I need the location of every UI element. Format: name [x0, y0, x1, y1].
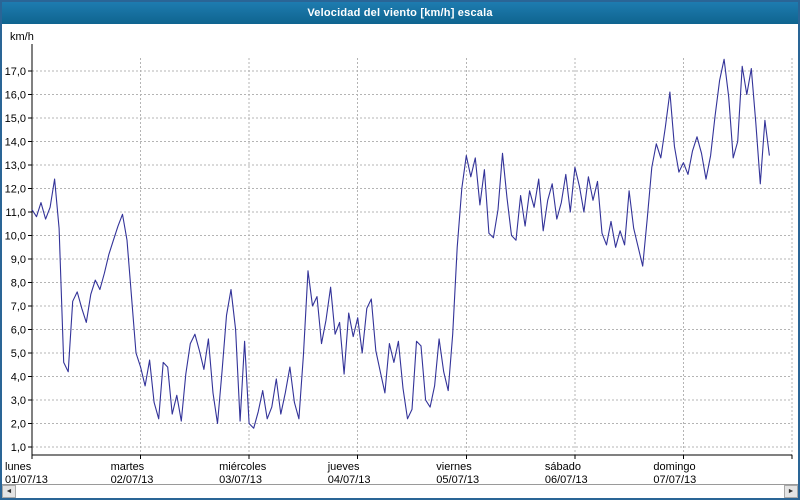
scrollbar-right-arrow-icon[interactable]: ► — [784, 485, 798, 498]
x-day-name-label: jueves — [327, 461, 360, 473]
y-axis-unit-label: km/h — [10, 31, 34, 43]
x-day-name-label: martes — [111, 461, 145, 473]
title-bar: Velocidad del viento [km/h] escala — [2, 2, 798, 24]
scrollbar-left-arrow-icon[interactable]: ◄ — [2, 485, 16, 498]
y-tick-label: 16,0 — [5, 90, 26, 102]
x-day-date-label: 06/07/13 — [545, 474, 588, 484]
x-day-date-label: 04/07/13 — [328, 474, 371, 484]
wind-speed-chart: 1,0 2,0 3,0 4,0 5,0 6,0 7,0 8,0 9,0 10,0 11,0 12,0 1… — [5, 31, 793, 484]
x-day-date-label: 05/07/13 — [436, 474, 479, 484]
y-tick-label: 10,0 — [5, 231, 26, 243]
y-tick-label: 5,0 — [11, 348, 26, 360]
x-day-name-label: viernes — [436, 461, 472, 473]
x-day-date-label: 03/07/13 — [219, 474, 262, 484]
scrollbar-track[interactable] — [16, 485, 784, 498]
x-day-name-label: domingo — [653, 461, 695, 473]
gridlines — [32, 58, 793, 455]
x-day-date-label: 07/07/13 — [653, 474, 696, 484]
x-day-date-label: 02/07/13 — [111, 474, 154, 484]
axis-labels: 1,0 2,0 3,0 4,0 5,0 6,0 7,0 8,0 9,0 10,0 11,0 12,0 1… — [5, 31, 697, 484]
wind-speed-series-line — [31, 58, 770, 429]
y-tick-label: 14,0 — [5, 137, 26, 149]
y-tick-label: 17,0 — [5, 66, 26, 78]
x-day-name-label: sábado — [545, 461, 581, 473]
x-day-name-label: lunes — [5, 461, 32, 473]
y-tick-label: 7,0 — [11, 301, 26, 313]
axes — [28, 44, 793, 459]
horizontal-scrollbar[interactable]: ◄ ► — [2, 484, 798, 498]
y-tick-label: 6,0 — [11, 325, 26, 337]
y-tick-label: 13,0 — [5, 160, 26, 172]
y-tick-label: 1,0 — [11, 442, 26, 454]
y-tick-label: 15,0 — [5, 113, 26, 125]
y-tick-label: 11,0 — [5, 207, 26, 219]
y-tick-label: 2,0 — [11, 419, 26, 431]
x-day-date-label: 01/07/13 — [5, 474, 48, 484]
y-tick-label: 12,0 — [5, 184, 26, 196]
y-tick-label: 4,0 — [11, 372, 26, 384]
chart-title: Velocidad del viento [km/h] escala — [307, 7, 493, 19]
y-tick-label: 3,0 — [11, 395, 26, 407]
chart-area: 1,0 2,0 3,0 4,0 5,0 6,0 7,0 8,0 9,0 10,0 11,0 12,0 1… — [2, 24, 798, 484]
x-day-name-label: miércoles — [219, 461, 267, 473]
y-tick-label: 8,0 — [11, 278, 26, 290]
y-tick-label: 9,0 — [11, 254, 26, 266]
